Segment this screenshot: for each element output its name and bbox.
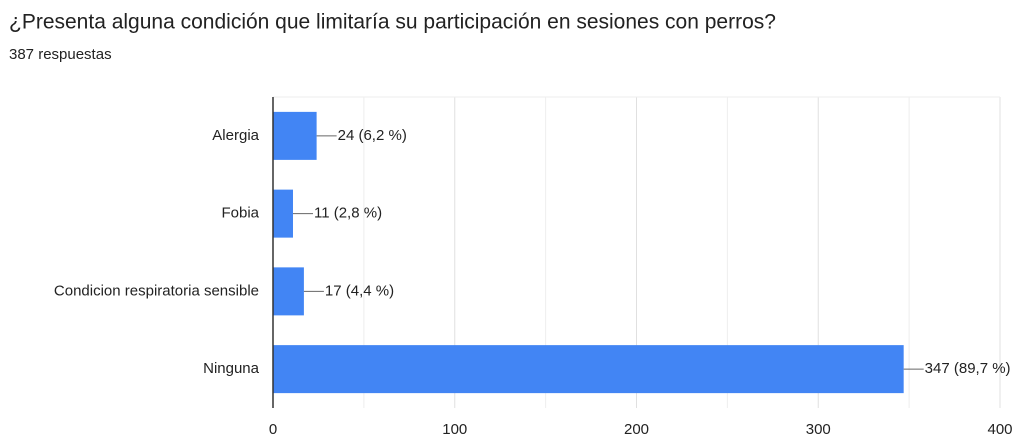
bar: [273, 189, 293, 238]
data-label: 24 (6,2 %): [338, 127, 407, 144]
x-tick-label: 300: [806, 421, 831, 437]
bar: [273, 267, 304, 316]
data-label: 11 (2,8 %): [314, 205, 382, 222]
chart-title: ¿Presenta alguna condición que limitaría…: [9, 11, 776, 34]
chart-subtitle: 387 respuestas: [9, 46, 112, 63]
y-tick-label: Ninguna: [203, 360, 260, 377]
x-tick-label: 200: [624, 421, 649, 437]
y-tick-label: Condicion respiratoria sensible: [54, 282, 259, 299]
y-tick-label: Alergia: [212, 127, 259, 144]
x-tick-label: 0: [269, 421, 277, 437]
data-label: 17 (4,4 %): [325, 282, 394, 299]
x-tick-label: 100: [442, 421, 467, 437]
bar: [273, 345, 904, 394]
data-label: 347 (89,7 %): [925, 360, 1011, 377]
y-tick-label: Fobia: [221, 205, 259, 222]
bar: [273, 111, 317, 160]
x-tick-label: 400: [987, 421, 1012, 437]
